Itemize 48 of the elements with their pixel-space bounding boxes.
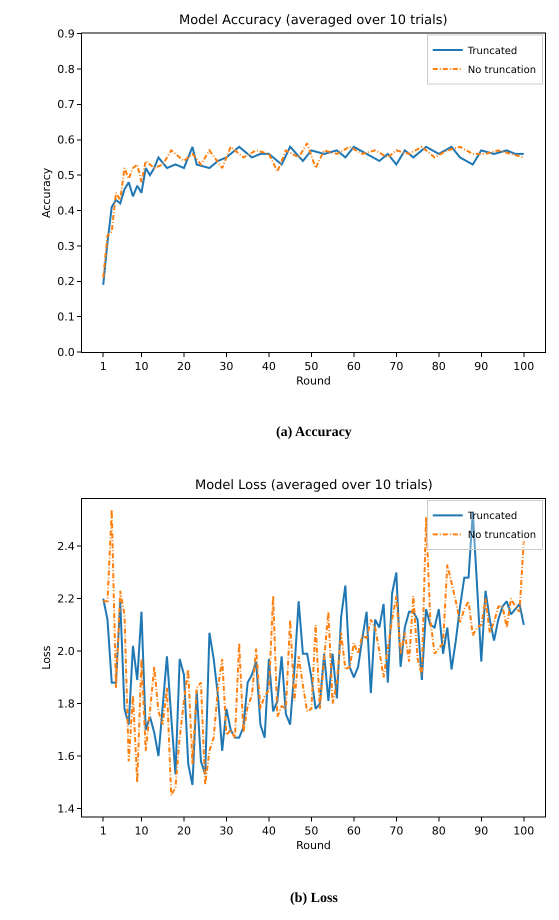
y-tick-label: 0.1 bbox=[57, 310, 75, 324]
x-tick-label: 70 bbox=[389, 824, 404, 838]
text: (a) Accuracy bbox=[276, 425, 352, 440]
text: (b) Loss bbox=[290, 891, 338, 906]
y-tick-label: 1.4 bbox=[57, 802, 75, 816]
y-axis-title: Loss bbox=[40, 645, 53, 670]
y-tick-label: 0.0 bbox=[57, 346, 75, 359]
x-tick-label: 100 bbox=[513, 360, 534, 374]
x-tick-label: 80 bbox=[432, 824, 446, 838]
x-tick-label: 90 bbox=[474, 824, 488, 838]
x-axis-title: Round bbox=[296, 838, 331, 852]
x-tick-label: 50 bbox=[304, 824, 318, 838]
x-tick-label: 1 bbox=[100, 824, 107, 838]
y-tick-label: 0.7 bbox=[57, 98, 75, 112]
legend-label: Truncated bbox=[466, 46, 518, 57]
x-tick-label: 1 bbox=[100, 360, 107, 374]
legend-label: No truncation bbox=[468, 64, 536, 76]
x-tick-label: 20 bbox=[176, 824, 191, 838]
x-tick-label: 40 bbox=[262, 360, 276, 374]
y-tick-label: 0.4 bbox=[57, 204, 75, 218]
y-tick-label: 2.0 bbox=[57, 644, 75, 658]
x-tick-label: 80 bbox=[432, 360, 446, 374]
x-tick-label: 90 bbox=[474, 360, 488, 374]
y-tick-label: 0.8 bbox=[57, 62, 75, 76]
y-tick-label: 1.8 bbox=[57, 697, 75, 710]
y-tick-label: 0.2 bbox=[57, 275, 75, 288]
x-tick-label: 30 bbox=[219, 360, 234, 374]
x-tick-label: 100 bbox=[513, 824, 534, 838]
x-axis-title: Round bbox=[296, 374, 331, 388]
y-tick-label: 2.2 bbox=[57, 592, 75, 606]
x-tick-label: 70 bbox=[389, 360, 404, 374]
y-tick-label: 0.3 bbox=[57, 240, 75, 253]
chart-title: Model Loss (averaged over 10 trials) bbox=[195, 478, 433, 493]
x-tick-label: 50 bbox=[304, 360, 318, 374]
x-tick-label: 60 bbox=[346, 360, 361, 374]
x-tick-label: 10 bbox=[134, 360, 148, 374]
x-tick-label: 60 bbox=[346, 824, 361, 838]
y-tick-label: 0.5 bbox=[57, 168, 75, 182]
y-tick-label: 0.6 bbox=[57, 134, 75, 147]
y-axis-title: Accuracy bbox=[40, 167, 53, 218]
x-tick-label: 20 bbox=[176, 360, 191, 374]
y-tick-label: 1.6 bbox=[57, 750, 75, 763]
x-tick-label: 30 bbox=[219, 824, 234, 838]
x-tick-label: 40 bbox=[262, 824, 276, 838]
y-tick-label: 0.9 bbox=[57, 27, 75, 40]
chart-title: Model Accuracy (averaged over 10 trials) bbox=[179, 13, 448, 28]
x-tick-label: 10 bbox=[134, 824, 148, 838]
y-tick-label: 2.4 bbox=[57, 540, 75, 554]
